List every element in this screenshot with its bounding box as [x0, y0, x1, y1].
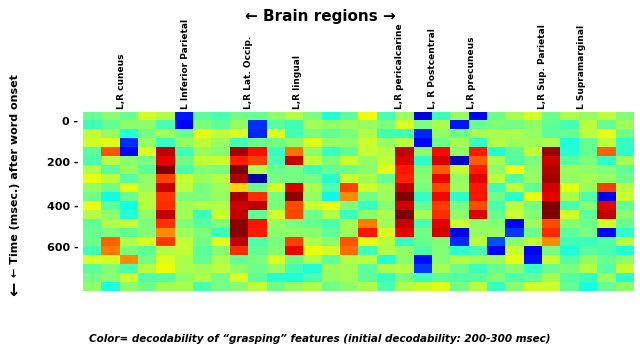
Text: L,R Lat. Occip.: L,R Lat. Occip.: [244, 35, 253, 109]
Text: L,R precuneus: L,R precuneus: [467, 36, 476, 109]
Text: ↓: ↓: [7, 282, 21, 300]
Text: L,R Sup. Parietal: L,R Sup. Parietal: [538, 24, 547, 109]
Text: L Supramarginal: L Supramarginal: [577, 25, 586, 109]
Text: L, R Postcentral: L, R Postcentral: [428, 28, 437, 109]
Text: Color= decodability of “grasping” features (initial decodability: 200-300 msec): Color= decodability of “grasping” featur…: [89, 334, 551, 344]
Text: L,R cuneus: L,R cuneus: [117, 53, 126, 109]
Text: L,R pericalcarine: L,R pericalcarine: [395, 23, 404, 109]
Text: L Inferior Parietal: L Inferior Parietal: [180, 19, 189, 109]
Text: L,R lingual: L,R lingual: [293, 55, 302, 109]
Text: ← Time (msec.) after word onset: ← Time (msec.) after word onset: [10, 74, 20, 277]
Text: ← Brain regions →: ← Brain regions →: [244, 9, 396, 24]
